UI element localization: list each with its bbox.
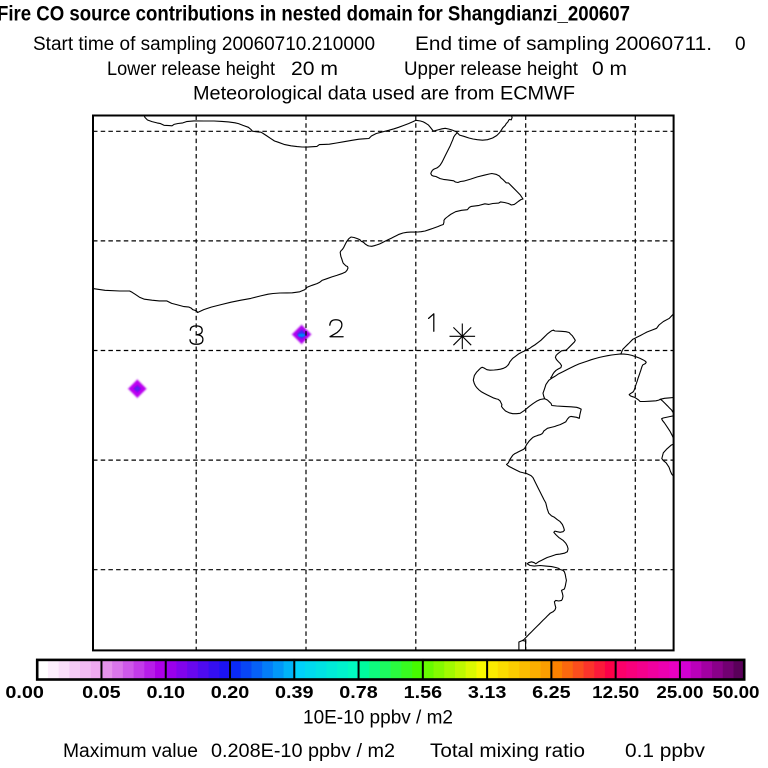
svg-text:0.1 ppbv: 0.1 ppbv: [625, 741, 706, 762]
svg-text:0.208E-10 ppbv / m2: 0.208E-10 ppbv / m2: [211, 741, 395, 762]
svg-text:6.25: 6.25: [532, 682, 571, 702]
svg-text:12.50: 12.50: [592, 682, 639, 702]
svg-text:0.00: 0.00: [5, 682, 44, 702]
svg-text:Meteorological data used are f: Meteorological data used are from ECMWF: [193, 83, 575, 104]
svg-text:Fire CO source contributions i: Fire CO source contributions in nested d…: [0, 3, 630, 26]
svg-text:0.39: 0.39: [275, 682, 314, 702]
svg-text:20 m: 20 m: [291, 59, 338, 80]
svg-text:0.10: 0.10: [147, 682, 186, 702]
svg-text:0.20: 0.20: [211, 682, 250, 702]
svg-text:0.05: 0.05: [82, 682, 121, 702]
svg-text:0 m: 0 m: [592, 59, 627, 80]
svg-text:3.13: 3.13: [468, 682, 507, 702]
svg-text:0.78: 0.78: [339, 682, 378, 702]
svg-text:Lower release height: Lower release height: [107, 59, 276, 80]
svg-text:Maximum value: Maximum value: [63, 741, 198, 762]
svg-text:50.00: 50.00: [713, 682, 760, 702]
svg-text:Upper release height: Upper release height: [404, 59, 579, 80]
svg-text:10E-10 ppbv / m2: 10E-10 ppbv / m2: [303, 708, 453, 729]
svg-text:0: 0: [735, 34, 746, 55]
svg-text:Start time of sampling 2006071: Start time of sampling 20060710.210000: [33, 34, 375, 55]
svg-text:Total mixing ratio: Total mixing ratio: [430, 741, 585, 762]
svg-text:25.00: 25.00: [656, 682, 703, 702]
svg-text:1.56: 1.56: [404, 682, 443, 702]
svg-text:End time of sampling 20060711.: End time of sampling 20060711.: [415, 34, 712, 55]
